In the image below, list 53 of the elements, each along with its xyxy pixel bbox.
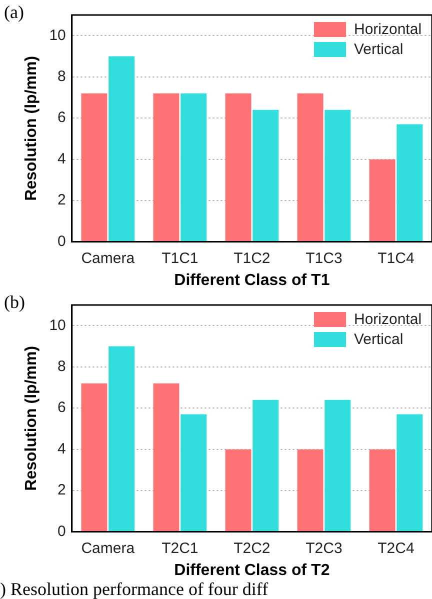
- legend-label: Horizontal: [354, 311, 422, 328]
- x-tick-label: T1C2: [234, 250, 270, 267]
- y-tick-label: 4: [58, 150, 66, 168]
- bar: [153, 93, 180, 242]
- bar: [108, 56, 135, 242]
- x-axis-title: Different Class of T1: [174, 272, 330, 289]
- y-tick-label: 2: [58, 482, 66, 499]
- x-tick-label: T2C3: [306, 540, 342, 557]
- x-axis-title: Different Class of T2: [174, 562, 330, 579]
- y-axis-title: Resolution (lp/mm): [23, 346, 40, 491]
- y-tick-label: 10: [49, 316, 66, 334]
- x-tick-label: Camera: [81, 540, 136, 557]
- y-axis-title: Resolution (lp/mm): [23, 56, 40, 201]
- y-tick-label: 0: [58, 522, 66, 540]
- x-tick-label: Camera: [81, 250, 136, 267]
- bar: [324, 400, 351, 532]
- x-tick-label: T2C2: [234, 540, 270, 557]
- bar: [108, 346, 135, 532]
- bar: [297, 449, 324, 532]
- bar: [81, 93, 108, 242]
- bar: [369, 449, 396, 532]
- bar: [396, 414, 423, 532]
- bar: [225, 93, 252, 242]
- bar: [153, 383, 180, 532]
- x-tick-label: T1C3: [306, 250, 342, 267]
- bar: [225, 449, 252, 532]
- x-tick-label: T1C4: [378, 250, 414, 267]
- x-tick-label: T1C1: [162, 250, 198, 267]
- bar: [324, 110, 351, 242]
- y-tick-label: 6: [58, 109, 66, 126]
- bar: [180, 414, 207, 532]
- y-tick-label: 8: [58, 358, 66, 375]
- legend-label: Horizontal: [354, 21, 422, 38]
- y-tick-label: 6: [58, 399, 66, 416]
- bar: [81, 383, 108, 532]
- y-tick-label: 10: [49, 26, 66, 44]
- x-tick-label: T2C1: [162, 540, 198, 557]
- y-tick-label: 8: [58, 68, 66, 85]
- chart-title: (b): [4, 292, 25, 313]
- legend-label: Vertical: [354, 331, 404, 348]
- bar: [297, 93, 324, 242]
- bar: [252, 400, 279, 532]
- text: ) Resolution performance of four diff: [0, 579, 270, 599]
- bar: [252, 110, 279, 242]
- bar: [396, 124, 423, 242]
- legend-label: Vertical: [354, 41, 404, 58]
- y-tick-label: 0: [58, 232, 66, 250]
- chart-title: (a): [4, 2, 24, 23]
- y-tick-label: 4: [58, 440, 66, 458]
- y-tick-label: 2: [58, 192, 66, 209]
- bar: [180, 93, 207, 242]
- bar: [369, 159, 396, 242]
- x-tick-label: T2C4: [378, 540, 414, 557]
